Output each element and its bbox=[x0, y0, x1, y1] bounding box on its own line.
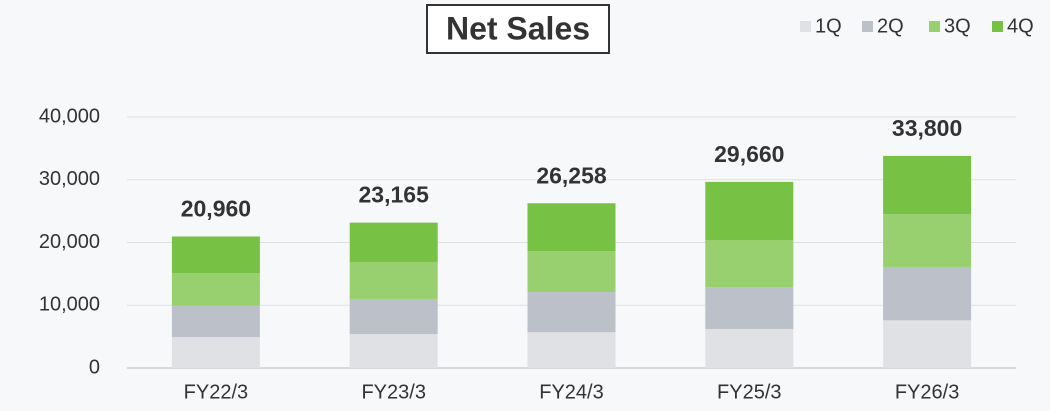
total-label: 26,258 bbox=[536, 162, 607, 188]
legend-label: 3Q bbox=[944, 15, 971, 37]
chart-title: Net Sales bbox=[446, 10, 590, 46]
legend-swatch bbox=[992, 21, 1003, 32]
legend-label: 4Q bbox=[1007, 15, 1034, 37]
x-tick-label: FY24/3 bbox=[539, 381, 603, 403]
y-tick-label: 40,000 bbox=[39, 105, 100, 127]
bar-segment bbox=[349, 334, 438, 368]
bar-segment bbox=[883, 214, 972, 267]
bar-segment bbox=[705, 239, 794, 288]
bar-segment bbox=[883, 266, 972, 321]
y-tick-label: 0 bbox=[89, 356, 100, 378]
x-tick-label: FY25/3 bbox=[717, 381, 781, 403]
bar-segment bbox=[705, 287, 794, 330]
x-tick-label: FY23/3 bbox=[361, 381, 425, 403]
bar-segment bbox=[527, 203, 616, 252]
total-label: 33,800 bbox=[892, 115, 962, 141]
y-tick-label: 10,000 bbox=[39, 294, 100, 316]
bar-segment bbox=[705, 329, 794, 368]
bar-segment bbox=[527, 332, 616, 368]
bar-segment bbox=[349, 222, 438, 262]
total-label: 23,165 bbox=[359, 182, 430, 208]
bar-segment bbox=[527, 251, 616, 293]
bar-segment bbox=[705, 181, 794, 240]
legend-swatch bbox=[929, 21, 940, 32]
bar-segment bbox=[171, 236, 260, 274]
legend-swatch bbox=[862, 21, 873, 32]
bar-segment bbox=[883, 320, 972, 368]
title-box bbox=[426, 4, 610, 54]
y-tick-label: 20,000 bbox=[39, 231, 100, 253]
legend-swatch bbox=[800, 21, 811, 32]
y-tick-label: 30,000 bbox=[39, 168, 100, 190]
legend-label: 2Q bbox=[877, 15, 904, 37]
bar-segment bbox=[171, 337, 260, 368]
bar-segment bbox=[527, 292, 616, 333]
x-tick-label: FY26/3 bbox=[895, 381, 959, 403]
total-label: 20,960 bbox=[181, 196, 251, 222]
bar-segment bbox=[349, 298, 438, 335]
total-label: 29,660 bbox=[714, 141, 784, 167]
bar-segment bbox=[171, 273, 260, 306]
bar-segment bbox=[349, 261, 438, 299]
bar-segment bbox=[883, 155, 972, 215]
x-tick-label: FY22/3 bbox=[184, 381, 248, 403]
legend-label: 1Q bbox=[815, 15, 842, 37]
bar-segment bbox=[171, 305, 260, 338]
